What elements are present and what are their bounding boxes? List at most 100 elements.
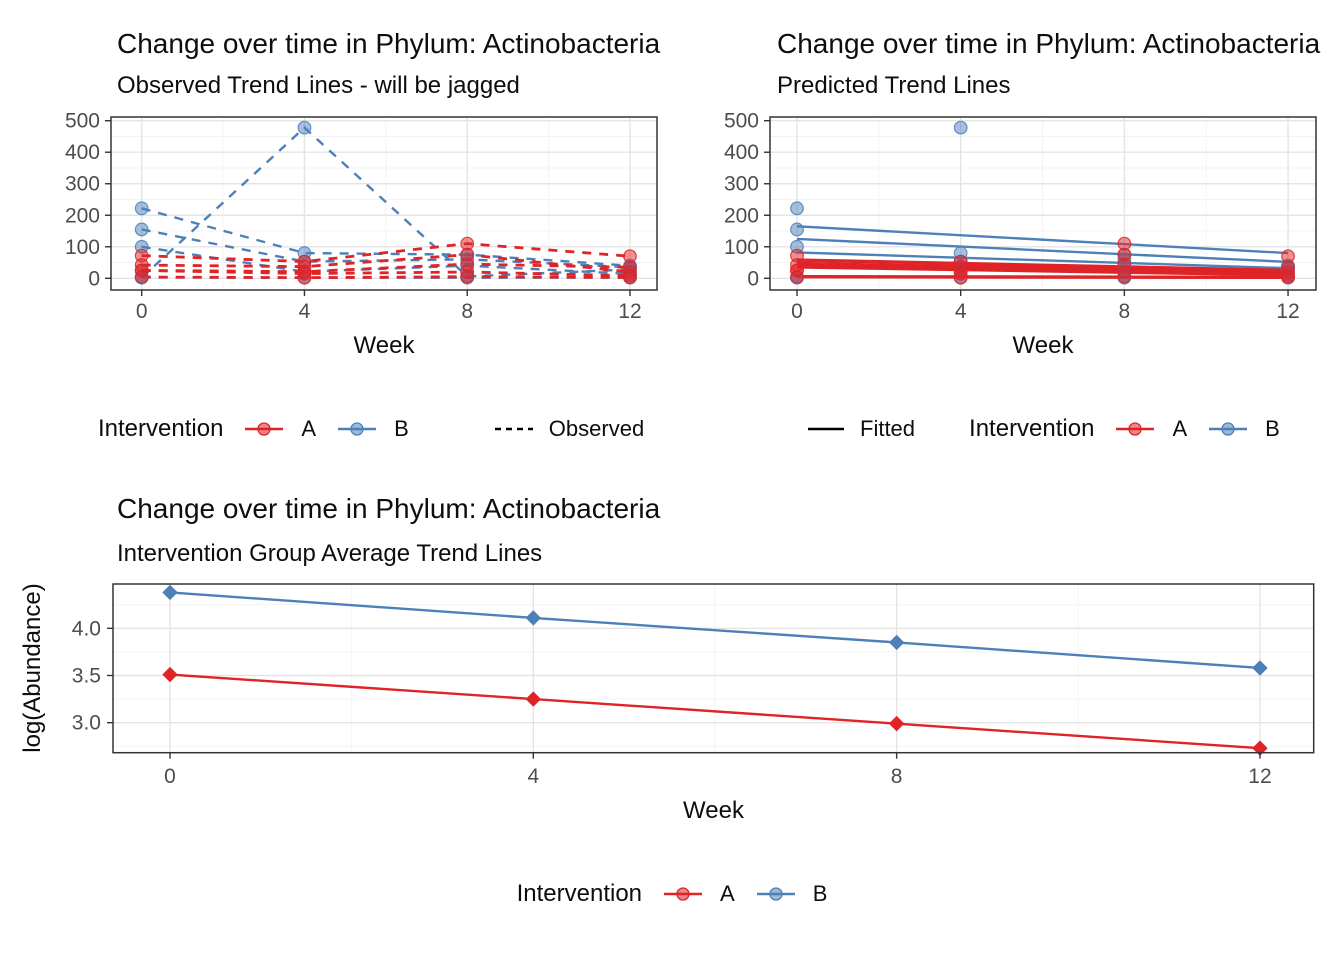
- x-tick-label: 0: [791, 300, 803, 323]
- average-x-axis-title: Week: [683, 797, 744, 824]
- legend-label-b: B: [1265, 416, 1280, 441]
- legend-key-fitted-linetype-icon: [808, 427, 844, 431]
- y-tick-label: 400: [65, 141, 100, 164]
- legend-label-fitted: Fitted: [860, 416, 916, 441]
- y-tick-label: 0: [88, 267, 100, 290]
- x-tick-label: 12: [618, 300, 641, 323]
- y-tick-label: 0: [747, 267, 759, 290]
- series-line-subject-A3: [141, 262, 631, 274]
- legend-key-a-icon: [245, 422, 284, 436]
- panel-border: [112, 583, 1315, 754]
- legend-label-a: A: [1172, 416, 1188, 441]
- y-tick-label: 100: [724, 236, 759, 259]
- legend-label-b: B: [812, 881, 828, 906]
- data-point-subject-B4: [953, 120, 968, 135]
- data-point-B: [1252, 660, 1268, 676]
- observed-chart-subtitle: Observed Trend Lines - will be jagged: [117, 72, 520, 99]
- data-point-subject-A5: [1117, 269, 1132, 284]
- data-point-subject-A5: [1281, 270, 1295, 285]
- y-tick-label: 300: [724, 173, 759, 196]
- series-line-subject-A1: [141, 242, 631, 263]
- series-line-subject-A2: [141, 253, 631, 274]
- y-tick-label: 200: [724, 204, 759, 227]
- y-tick-label: 300: [65, 173, 100, 196]
- legend-key-b-icon: [756, 887, 795, 901]
- x-tick-label: 0: [136, 300, 148, 323]
- series-line-fit-B2: [796, 237, 1289, 264]
- predicted-chart-subtitle: Predicted Trend Lines: [777, 72, 1011, 99]
- series-line-fit-B3: [796, 251, 1289, 270]
- legend-label-observed: Observed: [548, 416, 645, 441]
- y-tick-label: 200: [65, 204, 100, 227]
- observed-chart-title: Change over time in Phylum: Actinobacter…: [117, 28, 661, 59]
- series-line-subject-B1: [141, 207, 631, 267]
- series-line-subject-B4: [140, 126, 631, 279]
- series-line-subject-A5: [141, 275, 630, 280]
- data-point-subject-A5: [953, 270, 968, 285]
- data-point-A: [525, 691, 542, 707]
- series-line-fit-A5: [796, 275, 1289, 280]
- observed-legend: Intervention A B Observed: [98, 413, 644, 445]
- data-point-subject-A5: [790, 270, 804, 284]
- series-line-fit-B1: [796, 225, 1289, 255]
- legend-title-intervention: Intervention: [969, 415, 1095, 442]
- y-tick-label: 500: [65, 110, 100, 133]
- y-tick-label: 3.5: [72, 665, 101, 688]
- data-point-B: [888, 634, 905, 651]
- legend-label-b: B: [394, 416, 409, 441]
- x-tick-label: 8: [461, 300, 473, 323]
- data-point-subject-A5: [134, 270, 149, 284]
- data-point-subject-A5: [623, 270, 637, 285]
- panel-border: [110, 116, 658, 291]
- series-line-B: [169, 591, 1261, 670]
- legend-key-b-icon: [1209, 422, 1248, 436]
- x-tick-label: 12: [1248, 765, 1271, 788]
- x-tick-label: 4: [299, 300, 311, 323]
- y-tick-label: 4.0: [72, 617, 101, 640]
- data-point-subject-B2: [134, 222, 149, 237]
- series-line-subject-B2: [141, 228, 631, 269]
- average-plot-area: 0 4 8 12 3.0 3.5 4.0: [72, 583, 1315, 788]
- legend-title-intervention: Intervention: [98, 415, 224, 442]
- legend-key-observed-linetype-icon: [494, 427, 533, 431]
- series-line-fit-A1: [796, 258, 1289, 273]
- predicted-plot-area: 0 4 8 12 0 100 200 300 400 500: [724, 110, 1317, 323]
- average-chart-subtitle: Intervention Group Average Trend Lines: [117, 540, 543, 567]
- predicted-chart-title: Change over time in Phylum: Actinobacter…: [777, 28, 1321, 59]
- data-point-subject-B1: [134, 201, 149, 216]
- legend-title-intervention: Intervention: [516, 880, 643, 907]
- series-line-A: [169, 673, 1261, 750]
- average-legend: Intervention A B: [0, 878, 1344, 910]
- data-point-subject-B4: [297, 120, 312, 135]
- data-point-subject-B2: [790, 222, 804, 237]
- legend-label-a: A: [301, 416, 317, 441]
- data-point-subject-B1: [790, 201, 804, 216]
- y-tick-label: 3.0: [72, 712, 101, 735]
- legend-key-a-icon: [1116, 422, 1155, 436]
- data-point-B: [525, 610, 542, 626]
- series-line-fit-A4: [796, 265, 1289, 277]
- predicted-legend: Fitted Intervention A B: [806, 413, 1280, 445]
- y-tick-label: 100: [65, 236, 100, 259]
- data-point-subject-A5: [297, 270, 312, 285]
- data-point-subject-A5: [460, 269, 475, 284]
- data-point-B: [162, 584, 178, 601]
- x-tick-label: 8: [891, 765, 903, 788]
- legend-key-b-icon: [338, 422, 377, 436]
- x-tick-label: 4: [955, 300, 967, 323]
- legend-label-a: A: [720, 881, 735, 906]
- observed-x-axis-title: Week: [353, 332, 415, 359]
- data-point-A: [162, 666, 178, 683]
- legend-key-a-icon: [664, 887, 703, 901]
- x-tick-label: 0: [164, 765, 176, 788]
- x-tick-label: 12: [1276, 300, 1299, 323]
- x-tick-label: 4: [527, 765, 539, 788]
- observed-plot-area: 0 4 8 12 0 100 200 300 400 500: [65, 110, 658, 323]
- y-tick-label: 500: [724, 110, 759, 133]
- average-chart-title: Change over time in Phylum: Actinobacter…: [117, 493, 661, 524]
- y-tick-label: 400: [724, 141, 759, 164]
- series-line-subject-A4: [141, 269, 631, 278]
- panel-border: [769, 116, 1317, 291]
- predicted-x-axis-title: Week: [1012, 332, 1074, 359]
